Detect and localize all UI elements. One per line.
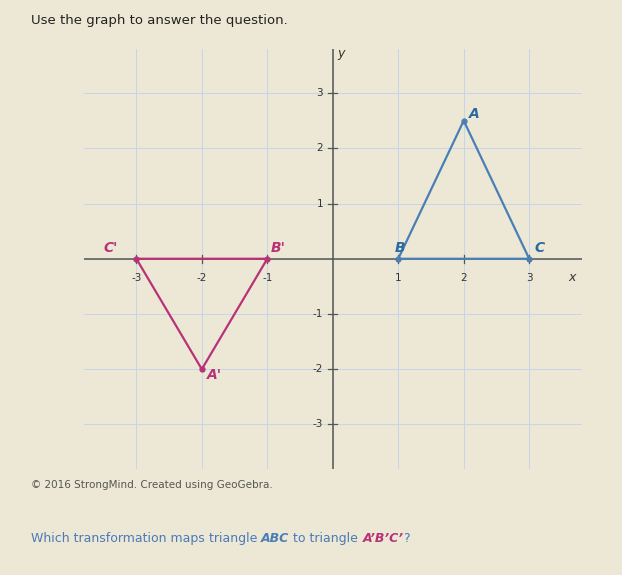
Text: 3: 3 <box>526 273 532 282</box>
Text: -3: -3 <box>131 273 142 282</box>
Text: 1: 1 <box>395 273 402 282</box>
Text: 2: 2 <box>460 273 467 282</box>
Text: -2: -2 <box>197 273 207 282</box>
Text: -1: -1 <box>262 273 272 282</box>
Text: triangle: triangle <box>209 532 261 545</box>
Text: Use the graph to answer the question.: Use the graph to answer the question. <box>31 14 288 28</box>
Text: 3: 3 <box>317 88 323 98</box>
Text: ABC: ABC <box>261 532 289 545</box>
Text: C: C <box>534 241 544 255</box>
Text: -1: -1 <box>313 309 323 319</box>
Text: B': B' <box>271 241 285 255</box>
Text: x: x <box>569 271 576 284</box>
Text: Which transformation maps: Which transformation maps <box>31 532 209 545</box>
Text: 2: 2 <box>317 143 323 154</box>
Text: -3: -3 <box>313 419 323 430</box>
Text: A': A' <box>207 368 222 382</box>
Text: A: A <box>469 107 480 121</box>
Text: -2: -2 <box>313 364 323 374</box>
Text: C': C' <box>104 241 118 255</box>
Text: to triangle: to triangle <box>289 532 363 545</box>
Text: 1: 1 <box>317 198 323 209</box>
Text: y: y <box>338 47 345 60</box>
Text: ?: ? <box>403 532 410 545</box>
Text: B: B <box>395 241 406 255</box>
Text: A’B’C’: A’B’C’ <box>363 532 403 545</box>
Text: © 2016 StrongMind. Created using GeoGebra.: © 2016 StrongMind. Created using GeoGebr… <box>31 480 273 490</box>
